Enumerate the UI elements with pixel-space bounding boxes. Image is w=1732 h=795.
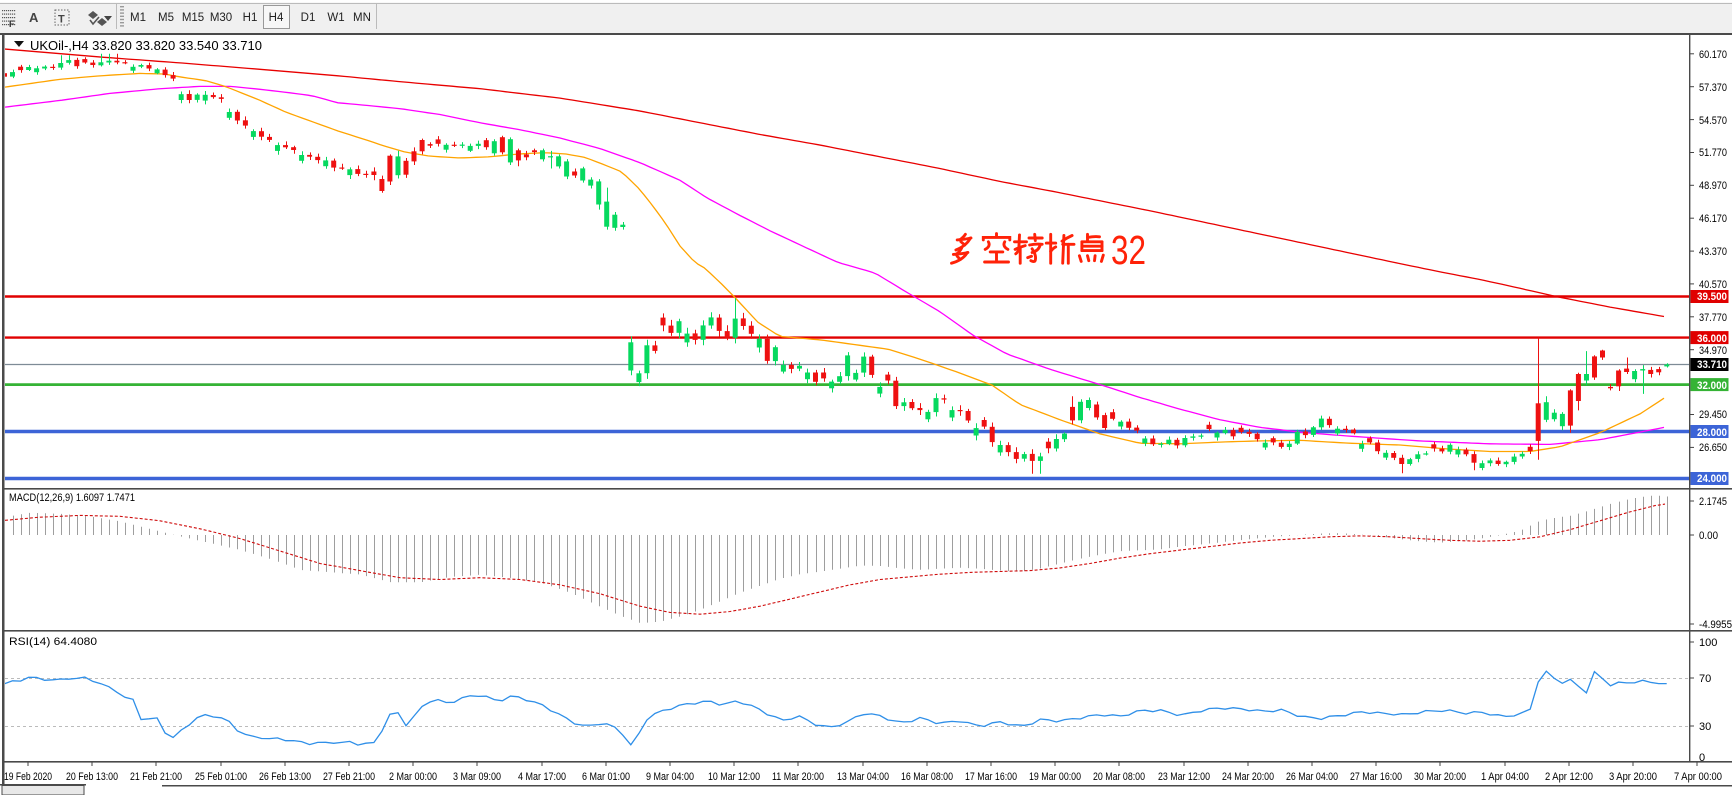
svg-text:51.770: 51.770 — [1699, 147, 1727, 159]
svg-text:24 Mar 20:00: 24 Mar 20:00 — [1222, 771, 1274, 783]
svg-text:30: 30 — [1699, 721, 1711, 733]
svg-text:21 Feb 21:00: 21 Feb 21:00 — [130, 771, 182, 783]
svg-text:M5: M5 — [158, 12, 174, 24]
svg-text:19 Mar 00:00: 19 Mar 00:00 — [1029, 771, 1081, 783]
svg-text:54.570: 54.570 — [1699, 115, 1727, 127]
svg-text:F: F — [9, 19, 15, 29]
svg-text:17 Mar 16:00: 17 Mar 16:00 — [965, 771, 1017, 783]
svg-text:20 Feb 13:00: 20 Feb 13:00 — [66, 771, 118, 783]
svg-text:37.770: 37.770 — [1699, 312, 1727, 324]
svg-text:28.000: 28.000 — [1697, 427, 1727, 439]
svg-text:34.970: 34.970 — [1699, 345, 1727, 357]
svg-text:W1: W1 — [327, 12, 344, 24]
svg-text:100: 100 — [1699, 637, 1717, 649]
svg-text:26 Mar 04:00: 26 Mar 04:00 — [1286, 771, 1338, 783]
svg-text:H4: H4 — [269, 12, 284, 24]
svg-text:3 Mar 09:00: 3 Mar 09:00 — [453, 771, 501, 783]
svg-text:2.1745: 2.1745 — [1699, 496, 1727, 508]
svg-text:10 Mar 12:00: 10 Mar 12:00 — [708, 771, 760, 783]
svg-text:-4.9955: -4.9955 — [1699, 619, 1732, 631]
svg-text:MACD(12,26,9) 1.6097 1.7471: MACD(12,26,9) 1.6097 1.7471 — [9, 492, 135, 504]
svg-text:1 Apr 04:00: 1 Apr 04:00 — [1481, 771, 1529, 783]
svg-text:19 Feb 2020: 19 Feb 2020 — [4, 771, 52, 783]
svg-text:3 Apr 20:00: 3 Apr 20:00 — [1609, 771, 1657, 783]
svg-text:UKOil-,H4 33.820 33.820 33.54: UKOil-,H4 33.820 33.820 33.540 33.710 — [30, 39, 262, 53]
svg-text:13 Mar 04:00: 13 Mar 04:00 — [837, 771, 889, 783]
svg-text:32: 32 — [1111, 227, 1146, 273]
svg-text:39.500: 39.500 — [1697, 291, 1727, 303]
svg-text:26 Feb 13:00: 26 Feb 13:00 — [259, 771, 311, 783]
svg-text:7 Apr 00:00: 7 Apr 00:00 — [1674, 771, 1722, 783]
svg-text:16 Mar 08:00: 16 Mar 08:00 — [901, 771, 953, 783]
svg-text:25 Feb 01:00: 25 Feb 01:00 — [195, 771, 247, 783]
svg-text:57.370: 57.370 — [1699, 82, 1727, 94]
svg-text:0.00: 0.00 — [1699, 530, 1718, 542]
svg-text:27 Mar 16:00: 27 Mar 16:00 — [1350, 771, 1402, 783]
svg-text:36.000: 36.000 — [1697, 333, 1727, 345]
svg-text:RSI(14) 64.4080: RSI(14) 64.4080 — [9, 636, 97, 648]
svg-text:MN: MN — [353, 12, 371, 24]
svg-text:2 Mar 00:00: 2 Mar 00:00 — [389, 771, 437, 783]
svg-text:11 Mar 20:00: 11 Mar 20:00 — [772, 771, 824, 783]
svg-text:0: 0 — [1699, 752, 1705, 764]
svg-text:70: 70 — [1699, 673, 1711, 685]
svg-text:40.570: 40.570 — [1699, 279, 1727, 291]
svg-text:33.710: 33.710 — [1697, 359, 1727, 371]
svg-text:A: A — [29, 10, 39, 25]
svg-text:46.170: 46.170 — [1699, 213, 1727, 225]
svg-text:9 Mar 04:00: 9 Mar 04:00 — [646, 771, 694, 783]
svg-text:M15: M15 — [182, 12, 204, 24]
svg-text:32.000: 32.000 — [1697, 380, 1727, 392]
svg-text:M1: M1 — [130, 12, 146, 24]
svg-text:27 Feb 21:00: 27 Feb 21:00 — [323, 771, 375, 783]
svg-text:T: T — [58, 14, 65, 26]
svg-text:23 Mar 12:00: 23 Mar 12:00 — [1158, 771, 1210, 783]
svg-text:20 Mar 08:00: 20 Mar 08:00 — [1093, 771, 1145, 783]
svg-text:4 Mar 17:00: 4 Mar 17:00 — [518, 771, 566, 783]
svg-text:30 Mar 20:00: 30 Mar 20:00 — [1414, 771, 1466, 783]
svg-text:24.000: 24.000 — [1697, 473, 1727, 485]
svg-text:H1: H1 — [243, 12, 258, 24]
svg-text:48.970: 48.970 — [1699, 180, 1727, 192]
svg-text:M30: M30 — [210, 12, 232, 24]
svg-text:43.370: 43.370 — [1699, 246, 1727, 258]
svg-text:60.170: 60.170 — [1699, 49, 1727, 61]
svg-text:6 Mar 01:00: 6 Mar 01:00 — [582, 771, 630, 783]
svg-text:2 Apr 12:00: 2 Apr 12:00 — [1545, 771, 1593, 783]
svg-text:26.650: 26.650 — [1699, 442, 1727, 454]
svg-text:29.450: 29.450 — [1699, 409, 1727, 421]
svg-text:D1: D1 — [301, 12, 316, 24]
